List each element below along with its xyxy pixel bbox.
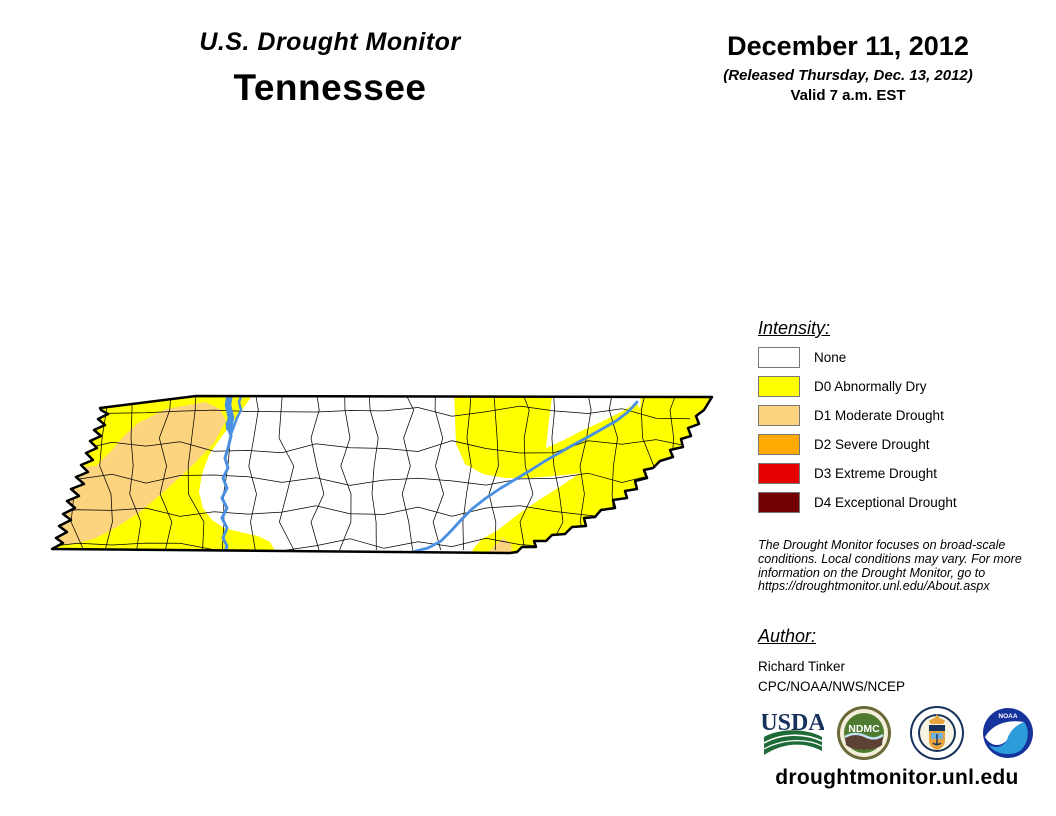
legend-label: D3 Extreme Drought: [814, 466, 938, 481]
legend-label: D4 Exceptional Drought: [814, 495, 957, 510]
rivers: [220, 396, 639, 553]
drought-map: [36, 368, 736, 570]
disclaimer-text: The Drought Monitor focuses on broad-sca…: [758, 538, 1048, 594]
disclaimer-line: https://droughtmonitor.unl.edu/About.asp…: [758, 579, 990, 594]
swatch-d4: [758, 492, 800, 513]
disclaimer-line: information on the Drought Monitor, go t…: [758, 565, 986, 580]
legend-item-d4: D4 Exceptional Drought: [758, 492, 1028, 513]
svg-text:NOAA: NOAA: [998, 713, 1017, 720]
author-heading: Author:: [758, 626, 817, 646]
legend-item-none: None: [758, 347, 1028, 368]
legend-item-d2: D2 Severe Drought: [758, 434, 1028, 455]
title-block: U.S. Drought Monitor Tennessee: [120, 28, 540, 109]
author-block: Author: Richard Tinker CPC/NOAA/NWS/NCEP: [758, 626, 1028, 694]
logo-row: USDA NDMC NOAA: [758, 703, 1038, 763]
ndmc-logo: NDMC: [837, 706, 891, 760]
tennessee-river-east: [410, 400, 639, 553]
disclaimer-line: conditions. Local conditions may vary. F…: [758, 551, 1022, 566]
region-northeast-d0: [454, 396, 642, 478]
legend-item-d3: D3 Extreme Drought: [758, 463, 1028, 484]
page-title: U.S. Drought Monitor: [199, 28, 461, 56]
released-date: (Released Thursday, Dec. 13, 2012): [723, 67, 973, 84]
legend: Intensity: None D0 Abnormally Dry D1 Mod…: [758, 318, 1028, 513]
legend-heading: Intensity:: [758, 318, 831, 338]
legend-item-d0: D0 Abnormally Dry: [758, 376, 1028, 397]
swatch-d2: [758, 434, 800, 455]
svg-text:NDMC: NDMC: [848, 723, 880, 735]
region-east-border-d0: [468, 396, 712, 553]
swatch-d3: [758, 463, 800, 484]
state-name-title: Tennessee: [233, 67, 427, 108]
legend-label: None: [814, 350, 847, 365]
author-name: Richard Tinker: [758, 659, 846, 674]
legend-label: D1 Moderate Drought: [814, 408, 944, 423]
lake-barkley-branch: [229, 396, 244, 436]
noaa-logo: NOAA: [983, 708, 1033, 758]
commerce-seal-logo: [910, 706, 964, 760]
date-block: December 11, 2012 (Released Thursday, De…: [676, 31, 1020, 104]
map-date: December 11, 2012: [727, 31, 969, 61]
site-url: droughtmonitor.unl.edu: [775, 766, 1019, 789]
tennessee-map-svg: [50, 394, 714, 555]
usda-logo: USDA: [762, 711, 824, 755]
disclaimer-line: The Drought Monitor focuses on broad-sca…: [758, 538, 1006, 552]
swatch-d1: [758, 405, 800, 426]
swatch-none: [758, 347, 800, 368]
legend-label: D0 Abnormally Dry: [814, 379, 927, 394]
state-outline: [50, 394, 714, 555]
legend-label: D2 Severe Drought: [814, 437, 930, 452]
author-org: CPC/NOAA/NWS/NCEP: [758, 679, 906, 694]
legend-item-d1: D1 Moderate Drought: [758, 405, 1028, 426]
tennessee-river-west: [220, 396, 233, 553]
swatch-d0: [758, 376, 800, 397]
valid-time: Valid 7 a.m. EST: [790, 87, 906, 104]
